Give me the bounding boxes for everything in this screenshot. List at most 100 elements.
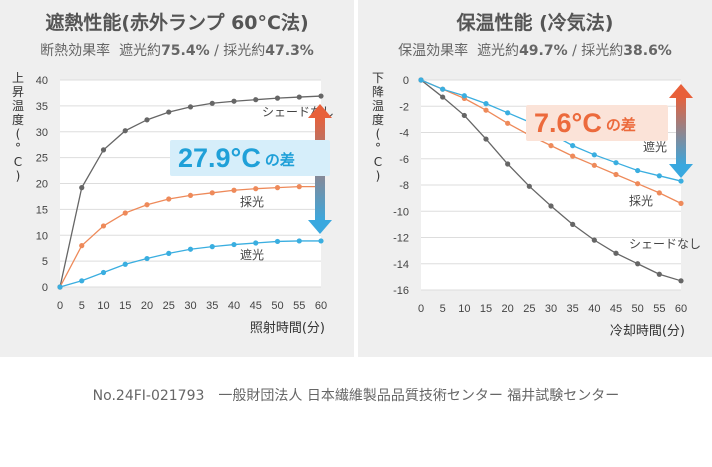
difference-suffix: の差 — [265, 151, 295, 169]
data-point — [548, 203, 554, 209]
data-point — [79, 185, 85, 191]
data-point — [678, 178, 684, 184]
data-point — [483, 101, 489, 107]
x-tick-label: 35 — [567, 303, 579, 315]
data-point — [231, 187, 237, 193]
data-point — [440, 94, 446, 100]
data-point — [57, 284, 63, 290]
y-tick-label: 40 — [36, 75, 48, 87]
x-tick-label: 45 — [250, 300, 262, 312]
difference-value: 7.6°C — [534, 108, 602, 138]
data-point — [187, 104, 194, 110]
subtitle-item-value: 75.4% — [161, 43, 210, 59]
chart-title: 遮熱性能(赤外ランプ 60°C法) — [45, 12, 309, 34]
x-tick-label: 30 — [184, 300, 196, 312]
arrow-up-icon — [308, 104, 332, 118]
data-point — [570, 153, 576, 159]
data-point — [100, 147, 107, 153]
x-tick-label: 10 — [97, 300, 109, 312]
data-point — [231, 241, 237, 248]
data-point — [187, 246, 194, 252]
difference-suffix: の差 — [606, 116, 636, 134]
data-point — [418, 77, 424, 83]
x-tick-label: 0 — [418, 303, 424, 315]
data-point — [187, 192, 194, 199]
data-point — [296, 238, 302, 244]
data-point — [253, 186, 259, 192]
data-point — [100, 269, 107, 276]
y-tick-label: 10 — [36, 230, 48, 242]
data-point — [635, 181, 641, 187]
data-point — [100, 223, 107, 229]
data-point — [209, 100, 215, 106]
data-point — [253, 240, 259, 246]
data-point — [613, 171, 619, 178]
y-tick-label: -10 — [393, 206, 409, 218]
y-tick-label: -16 — [393, 285, 409, 297]
x-tick-label: 20 — [502, 303, 514, 315]
data-point — [318, 238, 324, 244]
subtitle-item-value: 49.7% — [519, 43, 568, 59]
x-tick-label: 25 — [523, 303, 535, 315]
data-point — [440, 86, 446, 92]
x-tick-label: 5 — [440, 303, 446, 315]
x-tick-label: 15 — [480, 303, 492, 315]
y-tick-label: 30 — [36, 127, 48, 139]
data-point — [635, 167, 641, 174]
data-point — [591, 162, 597, 168]
data-point — [483, 107, 489, 113]
certification-footer: No.24FI-021793 一般財団法人 日本繊維製品品質技術センター 福井試… — [92, 388, 620, 404]
data-point — [274, 95, 281, 101]
data-point — [318, 93, 324, 99]
data-point — [635, 261, 641, 267]
series-label: 遮光 — [240, 247, 264, 262]
y-tick-label: 0 — [403, 75, 409, 87]
x-tick-label: 40 — [228, 300, 240, 312]
y-tick-label: -2 — [399, 101, 409, 113]
subtitle-item-label: 遮光約 — [119, 43, 162, 59]
x-tick-label: 50 — [632, 303, 644, 315]
data-point — [274, 238, 281, 245]
data-point — [122, 128, 128, 134]
x-tick-label: 10 — [458, 303, 470, 315]
data-point — [678, 278, 684, 284]
data-point — [548, 143, 554, 149]
data-point — [144, 117, 150, 123]
y-tick-label: 15 — [36, 204, 48, 216]
y-tick-label: 0 — [42, 282, 48, 294]
subtitle-label: 保温効果率 — [398, 43, 469, 59]
x-axis-label: 冷却時間(分) — [610, 324, 685, 339]
heat-shield-chart: 0 5 10 15 20 25 30 35 40 0 5 10 15 20 25 30 35 40 45 50 55 60… — [12, 71, 334, 336]
subtitle-separator: / — [567, 43, 582, 59]
data-point — [656, 173, 662, 179]
data-point — [591, 237, 597, 243]
arrow-down-icon — [308, 220, 332, 234]
data-point — [591, 152, 597, 158]
y-tick-label: 35 — [36, 101, 48, 113]
data-point — [570, 143, 576, 149]
data-point — [231, 98, 237, 104]
y-tick-label: -12 — [393, 233, 409, 245]
data-point — [166, 109, 172, 115]
x-tick-label: 30 — [545, 303, 557, 315]
x-tick-label: 5 — [79, 300, 85, 312]
chart-subtitle: 保温効果率 遮光約49.7% / 採光約38.6% — [358, 40, 712, 60]
series-label: 採光 — [629, 194, 653, 208]
difference-callout-box — [526, 105, 668, 141]
data-point — [505, 110, 511, 116]
subtitle-item-label: 採光約 — [223, 43, 266, 59]
data-point — [483, 136, 489, 142]
y-tick-label: -8 — [399, 180, 409, 192]
heat-shield-panel: 遮熱性能(赤外ランプ 60°C法) 断熱効果率 遮光約75.4% / 採光約47… — [0, 0, 354, 357]
data-point — [461, 112, 467, 119]
data-point — [79, 243, 85, 249]
x-tick-label: 15 — [119, 300, 131, 312]
subtitle-item-value: 47.3% — [265, 43, 314, 59]
x-tick-label: 55 — [653, 303, 665, 315]
x-tick-label: 35 — [206, 300, 218, 312]
data-point — [122, 261, 128, 267]
data-point — [461, 93, 467, 99]
x-tick-label: 50 — [271, 300, 283, 312]
series-label: 採光 — [240, 195, 264, 209]
x-tick-label: 0 — [57, 300, 63, 312]
